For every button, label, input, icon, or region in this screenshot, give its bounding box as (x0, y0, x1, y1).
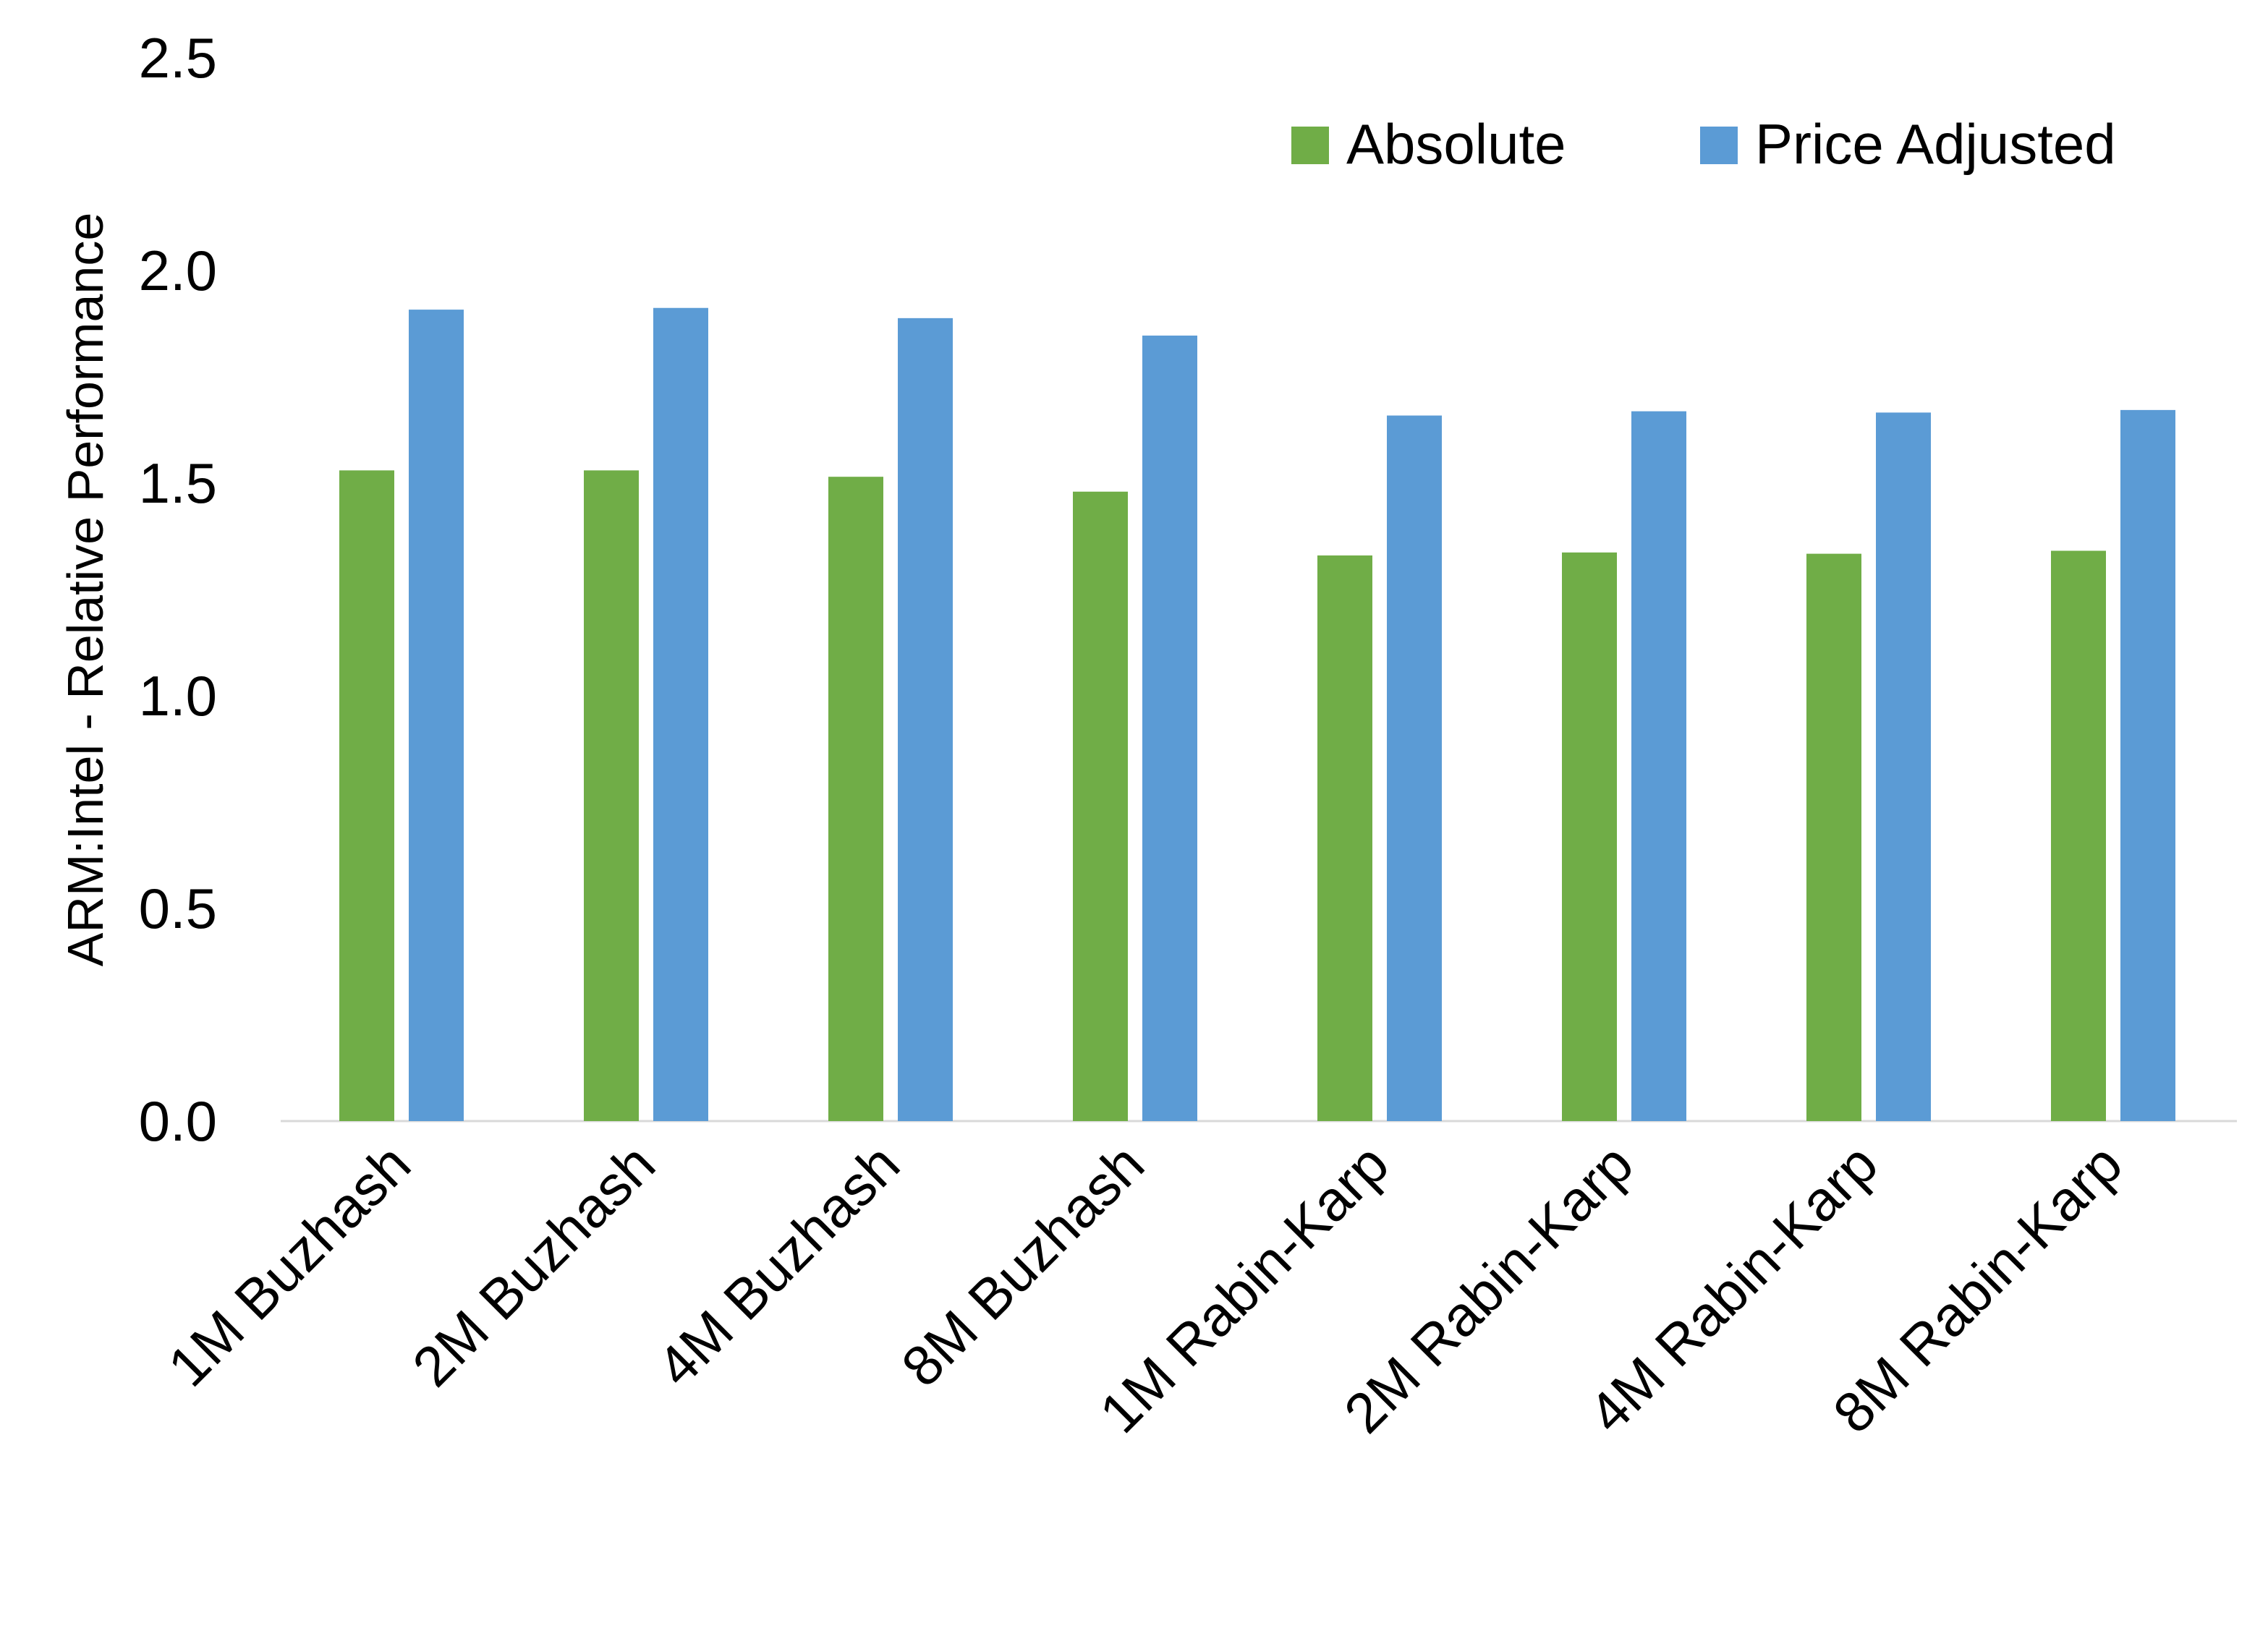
bar-absolute (1073, 491, 1128, 1121)
bar-absolute (828, 477, 883, 1121)
y-tick-label: 2.0 (139, 239, 217, 302)
bar-price-adjusted (409, 310, 464, 1122)
legend-swatch-price-adjusted (1700, 127, 1738, 164)
bar-absolute (1806, 553, 1861, 1121)
bar-price-adjusted (1142, 335, 1197, 1121)
y-axis-label: ARM:Intel - Relative Performance (57, 213, 114, 967)
bar-absolute (1317, 555, 1372, 1121)
bar-absolute (2051, 550, 2106, 1121)
legend-label-price-adjusted: Price Adjusted (1755, 112, 2116, 176)
legend-swatch-absolute (1291, 127, 1329, 164)
legend-label-absolute: Absolute (1346, 112, 1566, 176)
y-tick-label: 0.0 (139, 1089, 217, 1153)
y-tick-label: 2.5 (139, 26, 217, 90)
legend: Absolute Price Adjusted (1291, 112, 2116, 176)
bar-price-adjusted (1876, 412, 1931, 1121)
bar-price-adjusted (653, 307, 708, 1121)
bar-absolute (1562, 552, 1617, 1121)
x-tick-label: 8M Buzhash (889, 1132, 1156, 1399)
bar-price-adjusted (1631, 411, 1686, 1121)
y-tick-label: 0.5 (139, 877, 217, 940)
bar-price-adjusted (1387, 415, 1442, 1121)
bar-absolute (584, 470, 639, 1121)
bar-price-adjusted (898, 318, 953, 1122)
x-tick-label: 2M Buzhash (400, 1132, 667, 1399)
x-tick-label: 1M Buzhash (156, 1132, 422, 1399)
x-tick-label: 4M Buzhash (645, 1132, 912, 1399)
bar-price-adjusted (2120, 409, 2175, 1121)
y-tick-label: 1.5 (139, 451, 217, 515)
bar-absolute (339, 470, 394, 1121)
y-tick-label: 1.0 (139, 664, 217, 728)
